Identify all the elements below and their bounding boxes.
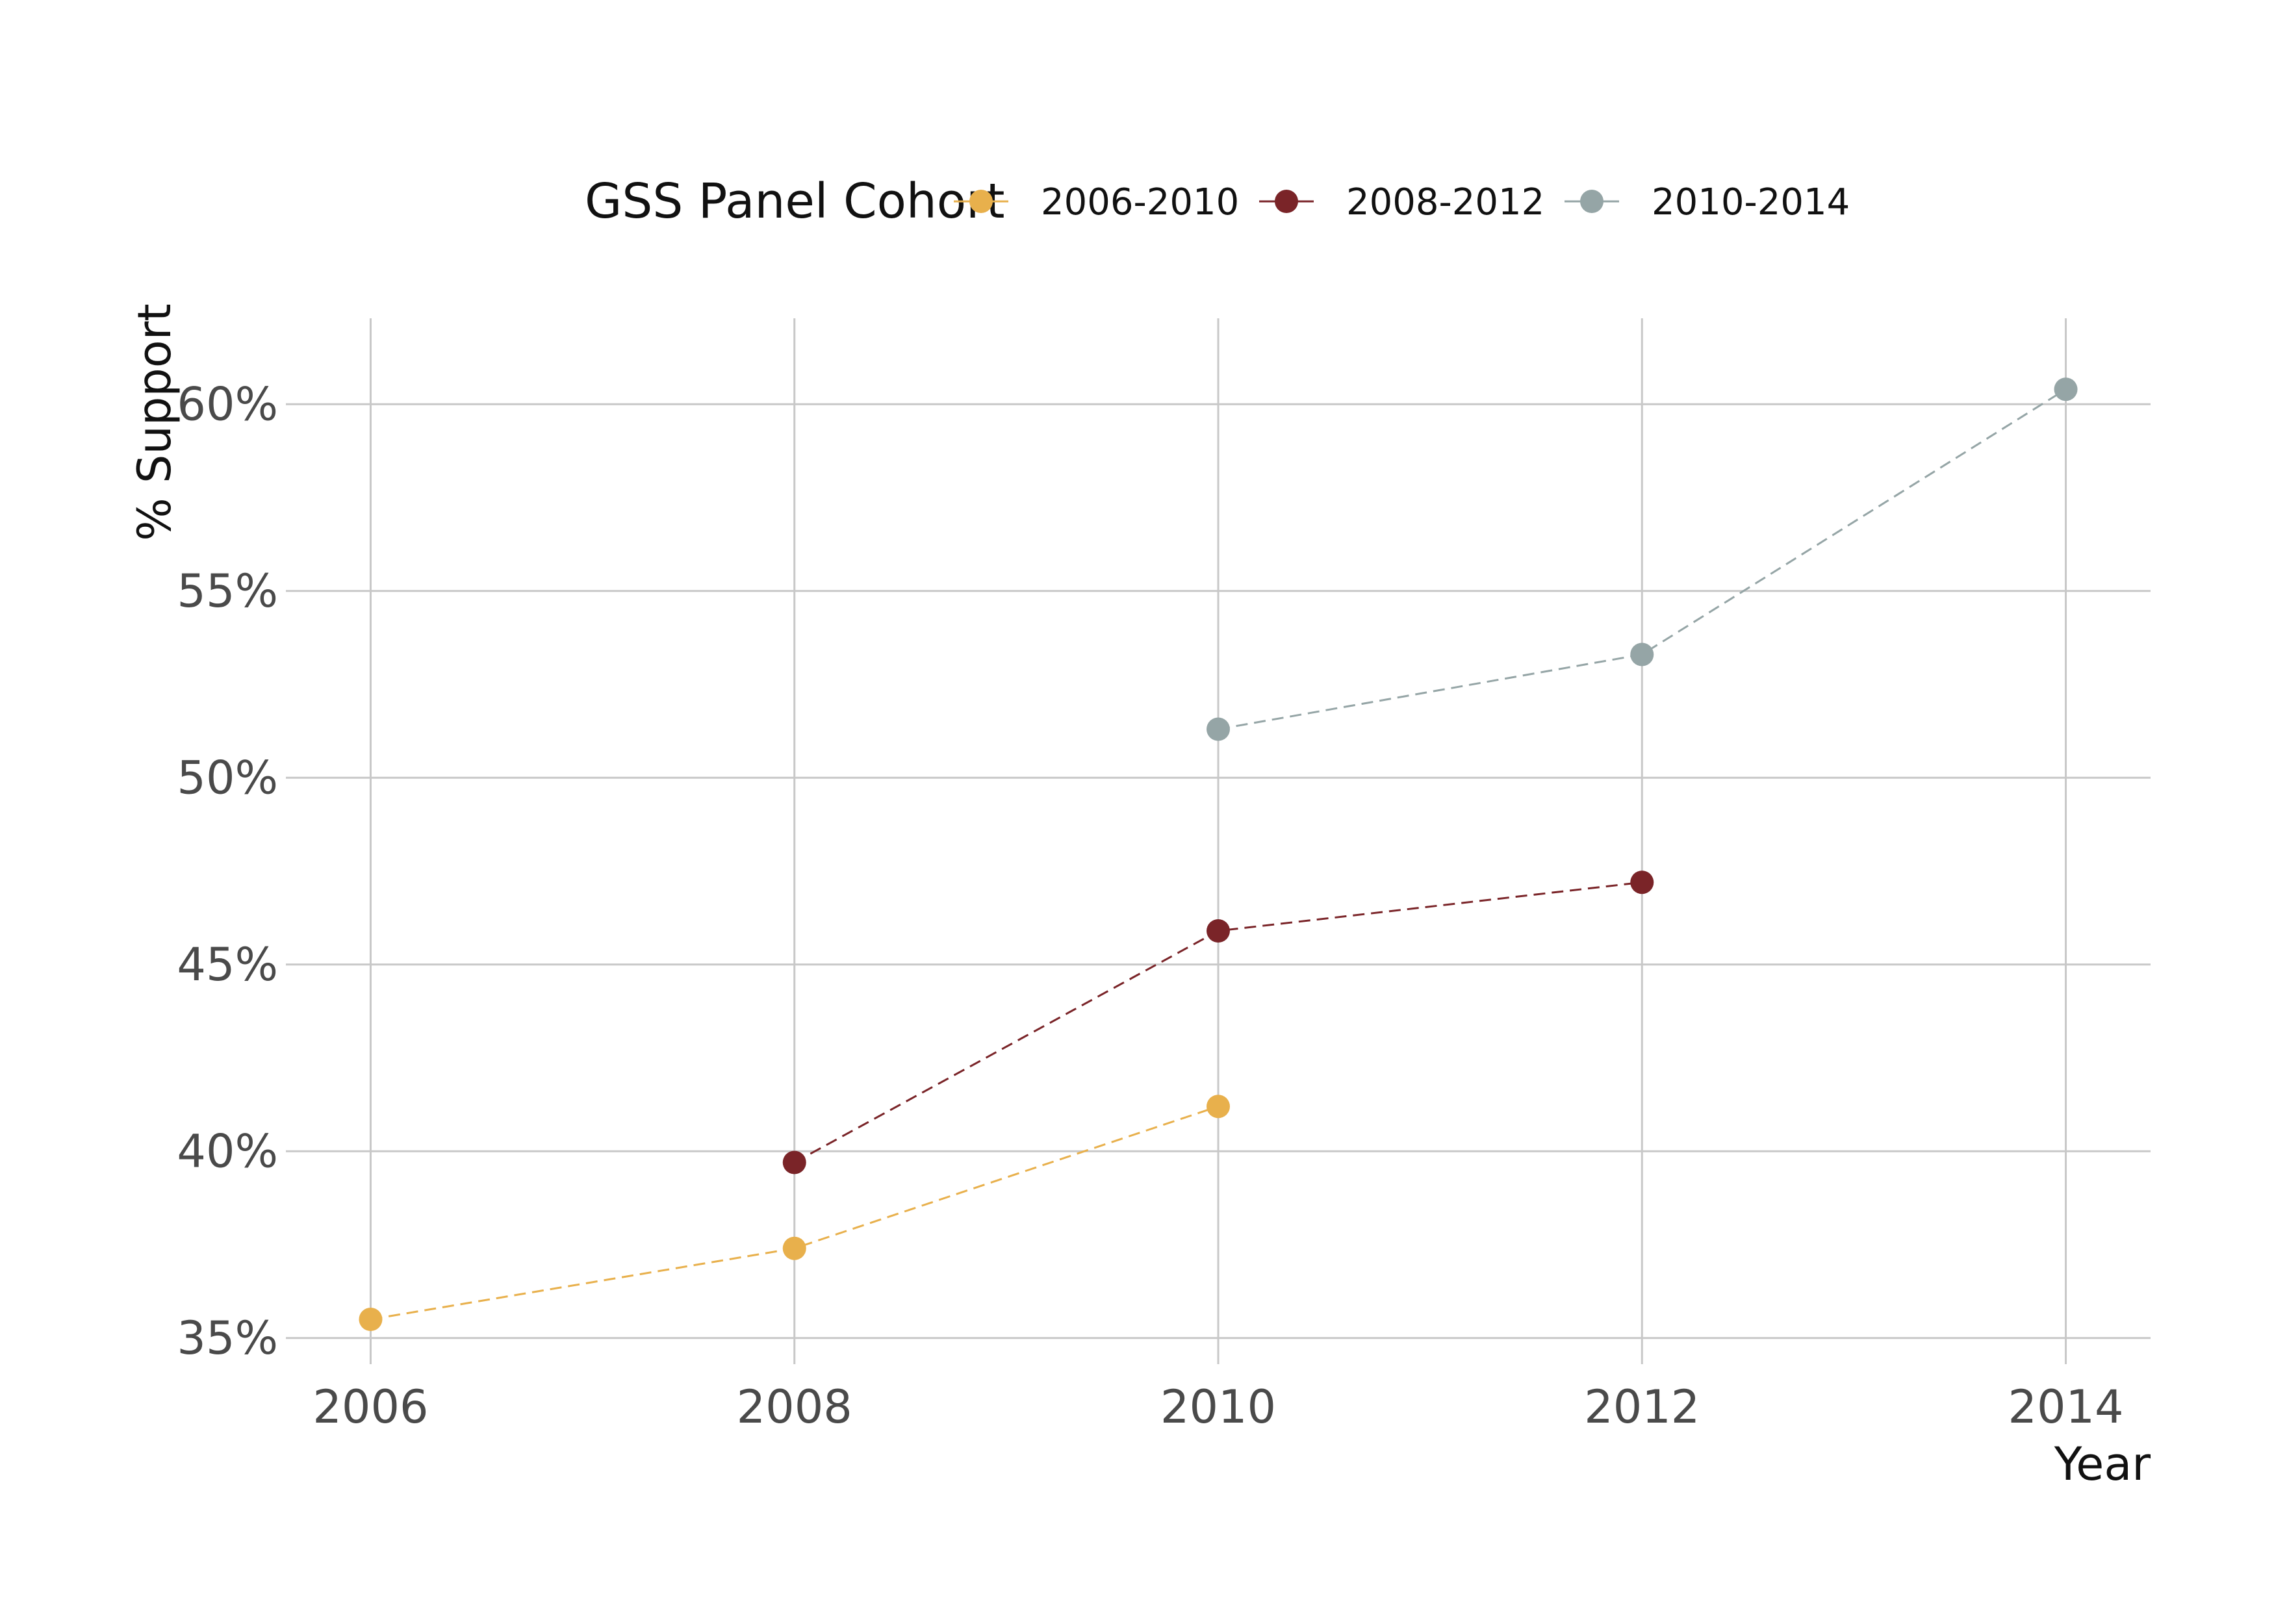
plot-area [286, 318, 2151, 1364]
y-tick-label: 35% [177, 1312, 278, 1365]
x-axis-ticks: 2006 2008 2010 2012 2014 [313, 1380, 2123, 1434]
data-point-2006-2010-2006 [359, 1308, 383, 1331]
legend-label-2006-2010: 2006-2010 [1041, 181, 1239, 223]
x-tick-label: 2012 [1584, 1380, 1700, 1434]
legend-marker-2010-2014 [1580, 190, 1603, 213]
data-point-2010-2014-2012 [1630, 642, 1654, 666]
data-point-2008-2012-2012 [1630, 870, 1654, 894]
legend-items: 2006-2010 2008-2012 2010-2014 [954, 181, 1850, 223]
y-tick-label: 40% [177, 1124, 278, 1178]
series-points [359, 377, 2078, 1331]
x-tick-label: 2014 [2008, 1380, 2123, 1434]
data-point-2006-2010-2010 [1207, 1095, 1230, 1119]
legend-label-2010-2014: 2010-2014 [1652, 181, 1850, 223]
x-axis-label: Year [2054, 1438, 2151, 1491]
data-point-2010-2014-2010 [1207, 717, 1230, 741]
legend-label-2008-2012: 2008-2012 [1346, 181, 1544, 223]
data-point-2006-2010-2008 [782, 1236, 806, 1260]
y-tick-label: 60% [177, 377, 278, 431]
grid-lines [286, 318, 2151, 1364]
y-tick-label: 50% [177, 751, 278, 804]
legend-marker-2008-2012 [1275, 190, 1298, 213]
legend-title: GSS Panel Cohort [585, 173, 1005, 229]
data-point-2008-2012-2010 [1207, 919, 1230, 943]
y-axis-label: % Support [128, 303, 181, 540]
data-point-2010-2014-2014 [2054, 377, 2078, 401]
legend-marker-2006-2010 [969, 190, 993, 213]
x-tick-label: 2008 [737, 1380, 852, 1434]
x-tick-label: 2010 [1160, 1380, 1276, 1434]
y-axis-ticks: 35% 40% 45% 50% 55% 60% [177, 377, 278, 1365]
y-tick-label: 45% [177, 938, 278, 991]
data-point-2008-2012-2008 [782, 1150, 806, 1174]
y-tick-label: 55% [177, 565, 278, 618]
x-tick-label: 2006 [313, 1380, 428, 1434]
legend: GSS Panel Cohort 2006-2010 2008-2012 2010-… [585, 173, 1850, 229]
